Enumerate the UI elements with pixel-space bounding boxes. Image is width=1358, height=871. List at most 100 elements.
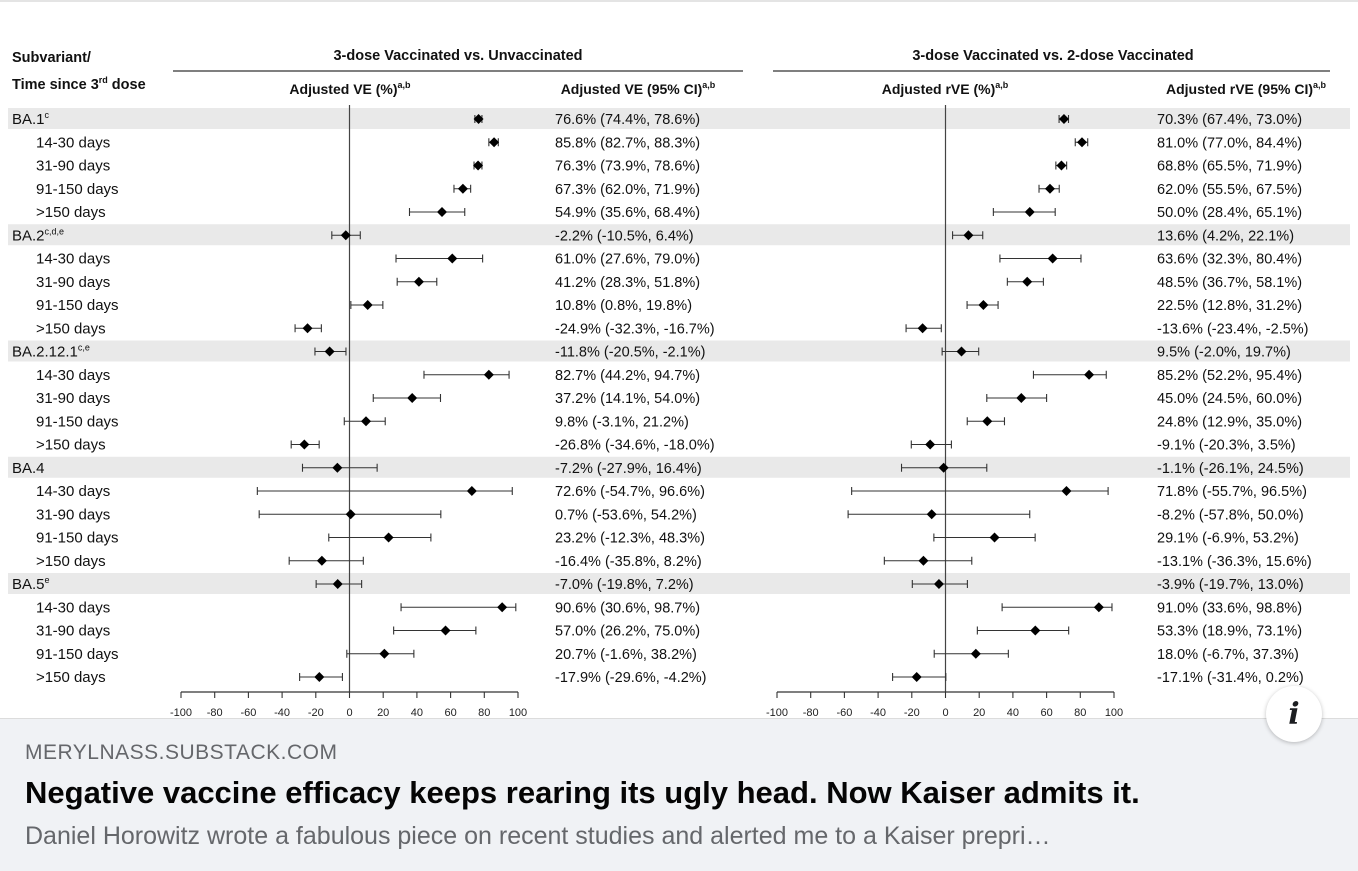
time-since-dose-label: 14-30 days xyxy=(36,251,110,268)
link-domain: MERYLNASS.SUBSTACK.COM xyxy=(25,741,338,764)
estimate-ci-text: 10.8% (0.8%, 19.8%) xyxy=(555,298,692,314)
estimate-ci-text: 68.8% (65.5%, 71.9%) xyxy=(1157,159,1302,175)
point-estimate-marker xyxy=(978,300,989,310)
estimate-ci-text: 9.8% (-3.1%, 21.2%) xyxy=(555,414,689,430)
estimate-ci-text: -26.8% (-34.6%, -18.0%) xyxy=(555,438,715,454)
point-estimate-marker xyxy=(1047,253,1058,264)
estimate-ci-text: 37.2% (14.1%, 54.0%) xyxy=(555,391,700,407)
point-estimate-marker xyxy=(440,625,451,636)
time-since-dose-label: 31-90 days xyxy=(36,623,110,640)
x-tick-label: 0 xyxy=(942,707,948,719)
x-tick-label: 40 xyxy=(1007,707,1019,719)
x-tick-label: -100 xyxy=(170,707,192,719)
estimate-ci-text: 70.3% (67.4%, 73.0%) xyxy=(1157,112,1302,128)
point-estimate-marker xyxy=(938,462,949,473)
estimate-ci-text: -17.1% (-31.4%, 0.2%) xyxy=(1157,670,1304,686)
estimate-ci-text: 29.1% (-6.9%, 53.2%) xyxy=(1157,531,1299,547)
time-since-dose-label: 31-90 days xyxy=(36,390,110,407)
point-estimate-marker xyxy=(1056,160,1067,171)
time-since-dose-label: 91-150 days xyxy=(36,297,119,314)
estimate-ci-text: 13.6% (4.2%, 22.1%) xyxy=(1157,228,1294,244)
estimate-ci-text: -9.1% (-20.3%, 3.5%) xyxy=(1157,438,1296,454)
panel-header: 3-dose Vaccinated vs. Unvaccinated xyxy=(333,48,582,64)
point-estimate-marker xyxy=(926,509,937,520)
point-estimate-marker xyxy=(970,648,981,659)
point-estimate-marker xyxy=(379,648,390,659)
estimate-ci-text: 41.2% (28.3%, 51.8%) xyxy=(555,275,700,291)
point-estimate-marker xyxy=(497,602,508,613)
time-since-dose-label: >150 days xyxy=(36,553,106,570)
time-since-dose-label: 31-90 days xyxy=(36,506,110,523)
estimate-ci-text: 63.6% (32.3%, 80.4%) xyxy=(1157,252,1302,268)
point-estimate-marker xyxy=(1061,486,1072,496)
row-header-line1: Subvariant/ xyxy=(12,50,91,66)
point-estimate-marker xyxy=(1044,183,1055,194)
point-estimate-marker xyxy=(963,230,974,241)
estimate-ci-text: 85.2% (52.2%, 95.4%) xyxy=(1157,368,1302,384)
estimate-ci-text: 9.5% (-2.0%, 19.7%) xyxy=(1157,345,1291,361)
point-estimate-marker xyxy=(1022,276,1033,287)
estimate-ci-text: 82.7% (44.2%, 94.7%) xyxy=(555,368,700,384)
estimate-ci-text: 0.7% (-53.6%, 54.2%) xyxy=(555,507,697,523)
point-estimate-marker xyxy=(918,555,929,566)
estimate-ci-text: -24.9% (-32.3%, -16.7%) xyxy=(555,321,715,337)
point-estimate-marker xyxy=(911,672,922,682)
link-description: Daniel Horowitz wrote a fabulous piece o… xyxy=(25,822,1051,850)
estimate-ci-text: 48.5% (36.7%, 58.1%) xyxy=(1157,275,1302,291)
point-estimate-marker xyxy=(473,114,484,124)
estimate-ci-text: 90.6% (30.6%, 98.7%) xyxy=(555,600,700,616)
estimate-ci-text: 76.3% (73.9%, 78.6%) xyxy=(555,159,700,175)
point-estimate-marker xyxy=(989,532,1000,543)
point-estimate-marker xyxy=(437,207,448,217)
time-since-dose-label: 91-150 days xyxy=(36,646,119,663)
point-estimate-marker xyxy=(345,509,356,520)
point-estimate-marker xyxy=(361,416,372,427)
estimate-ci-text: 67.3% (62.0%, 71.9%) xyxy=(555,182,700,198)
point-estimate-marker xyxy=(933,579,944,589)
estimate-ci-text: -17.9% (-29.6%, -4.2%) xyxy=(555,670,707,686)
time-since-dose-label: 14-30 days xyxy=(36,483,110,500)
estimate-ci-text: 45.0% (24.5%, 60.0%) xyxy=(1157,391,1302,407)
point-estimate-marker xyxy=(956,346,967,357)
info-icon[interactable]: i xyxy=(1266,686,1322,742)
estimate-ci-text: 85.8% (82.7%, 88.3%) xyxy=(555,135,700,151)
estimate-ci-text: 23.2% (-12.3%, 48.3%) xyxy=(555,531,705,547)
point-estimate-marker xyxy=(1058,114,1069,124)
point-estimate-marker xyxy=(413,276,424,287)
estimate-ci-text: 71.8% (-55.7%, 96.5%) xyxy=(1157,484,1307,500)
point-estimate-marker xyxy=(340,230,351,241)
group-row-band xyxy=(8,340,1350,362)
x-tick-label: 80 xyxy=(1074,707,1086,719)
point-estimate-marker xyxy=(473,160,484,171)
time-since-dose-label: >150 days xyxy=(36,204,106,221)
point-estimate-marker xyxy=(316,555,327,566)
plot-column-label: Adjusted rVE (%)a,b xyxy=(882,80,1009,97)
estimate-ci-text: -2.2% (-10.5%, 6.4%) xyxy=(555,228,694,244)
subvariant-label: BA.5e xyxy=(12,575,50,593)
x-tick-label: 80 xyxy=(478,707,490,719)
estimate-ci-text: 72.6% (-54.7%, 96.6%) xyxy=(555,484,705,500)
estimate-ci-text: 24.8% (12.9%, 35.0%) xyxy=(1157,414,1302,430)
panel-header: 3-dose Vaccinated vs. 2-dose Vaccinated xyxy=(912,48,1193,64)
point-estimate-marker xyxy=(1093,602,1104,613)
group-row-band xyxy=(8,456,1350,478)
group-row-band xyxy=(8,108,1350,129)
estimate-ci-text: 22.5% (12.8%, 31.2%) xyxy=(1157,298,1302,314)
point-estimate-marker xyxy=(1016,393,1027,403)
point-estimate-marker xyxy=(917,323,928,334)
link-preview-card[interactable]: MERYLNASS.SUBSTACK.COM Negative vaccine … xyxy=(0,718,1358,871)
x-tick-label: 40 xyxy=(411,707,423,719)
row-header-line2: Time since 3rd dose xyxy=(12,75,146,93)
x-tick-label: 20 xyxy=(973,707,985,719)
point-estimate-marker xyxy=(383,532,394,543)
estimate-ci-text: -13.6% (-23.4%, -2.5%) xyxy=(1157,321,1309,337)
estimate-ci-text: -13.1% (-36.3%, 15.6%) xyxy=(1157,554,1312,570)
link-title[interactable]: Negative vaccine efficacy keeps rearing … xyxy=(25,775,1140,810)
point-estimate-marker xyxy=(1030,625,1041,636)
x-tick-label: -40 xyxy=(870,707,886,719)
point-estimate-marker xyxy=(982,416,993,427)
x-tick-label: -80 xyxy=(803,707,819,719)
subvariant-label: BA.2c,d,e xyxy=(12,226,64,244)
x-tick-label: -60 xyxy=(240,707,256,719)
point-estimate-marker xyxy=(407,393,418,403)
